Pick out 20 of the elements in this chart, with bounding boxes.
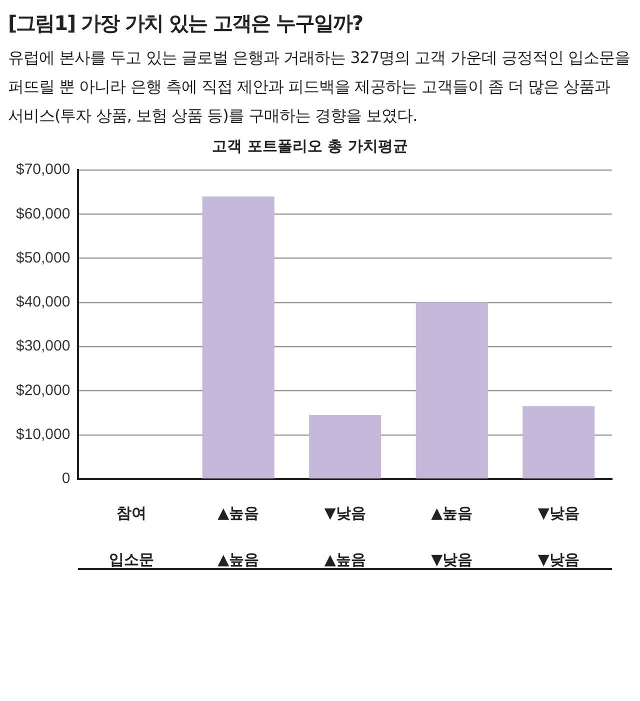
y-tick-label: $10,000 [16,426,70,443]
category-label: ▲높음 ▼낮음 [431,504,473,569]
y-tick-label: $30,000 [16,338,70,355]
bar [202,196,274,478]
bar [522,406,595,478]
y-tick-label: $60,000 [16,205,70,222]
text: 고객 포트폴리오 총 가치평균 [212,136,408,155]
category-label: ▼낮음 ▼낮음 [538,504,580,569]
y-tick-label: $20,000 [16,382,70,399]
chart-title: [그림1] 가장 가치 있는 고객은 누구일까? [8,10,364,37]
chart-subtitle: 유럽에 본사를 두고 있는 글로벌 은행과 거래하는 327명의 고객 가운데 긍정적인 입소문을 퍼뜨릴 뿐 아니라 은행 측에 직접 제안과 피드백을 제공하는 고객들이 좀 더 많은 상품과 서비스(투자 상품, 보험 상품 등)를 구매하는 경향을 보였다. [8,47,630,127]
bar [309,414,382,478]
category-label: 참여 입소문 [109,504,154,569]
category-label: ▼낮음 ▲높음 [324,504,366,569]
y-tick-label: 0 [62,470,70,488]
y-tick-label: $70,000 [16,161,70,178]
y-tick-label: $50,000 [16,249,70,266]
category-label: ▲높음 ▲높음 [218,504,260,569]
y-tick-label: $40,000 [16,294,70,311]
bar [416,302,488,478]
